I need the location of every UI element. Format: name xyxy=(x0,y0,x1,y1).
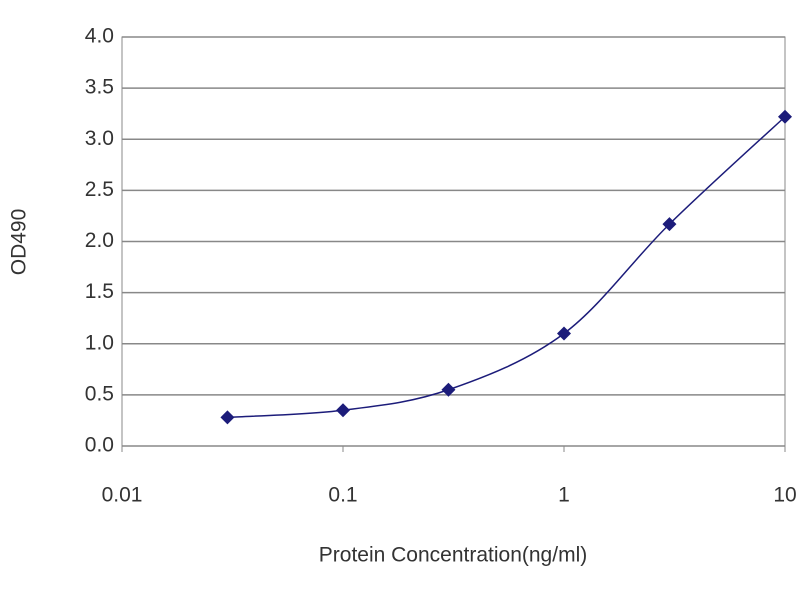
point xyxy=(441,382,456,397)
y-tick-label: 1.5 xyxy=(85,280,114,303)
y-tick-label: 2.5 xyxy=(85,178,114,201)
y-tick-label: 0.0 xyxy=(85,434,114,457)
x-tick-label: 1 xyxy=(558,484,570,507)
y-tick-label: 0.5 xyxy=(85,382,114,405)
x-tick-label: 0.1 xyxy=(328,484,357,507)
x-axis-title: Protein Concentration(ng/ml) xyxy=(319,544,587,567)
point xyxy=(778,109,792,124)
point xyxy=(336,403,350,418)
point xyxy=(557,326,571,341)
x-tick-label: 10 xyxy=(773,484,796,507)
y-tick-label: 3.5 xyxy=(85,76,114,99)
y-tick-label: 2.0 xyxy=(85,229,114,252)
x-tick-label: 0.01 xyxy=(102,484,143,507)
y-tick-label: 1.0 xyxy=(85,331,114,354)
point xyxy=(662,217,677,232)
y-axis-title: OD490 xyxy=(8,209,31,276)
point xyxy=(220,410,235,425)
y-tick-label: 4.0 xyxy=(85,25,114,48)
y-tick-label: 3.0 xyxy=(85,127,114,150)
